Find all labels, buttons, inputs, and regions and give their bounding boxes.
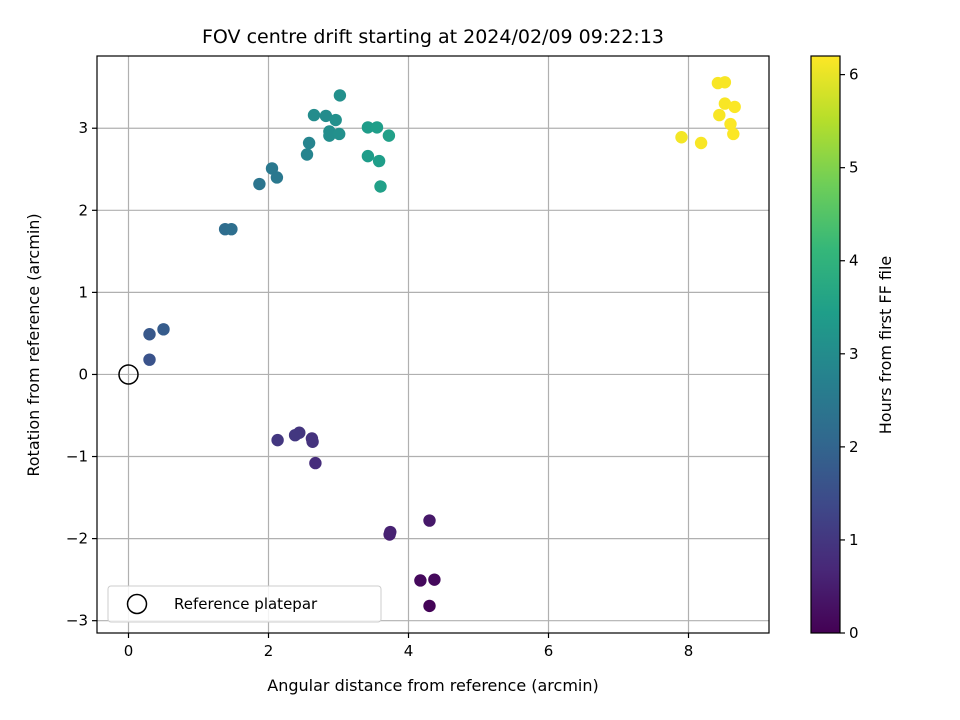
y-axis-label: Rotation from reference (arcmin) xyxy=(24,213,43,476)
data-point xyxy=(361,121,375,134)
x-tick-label: 2 xyxy=(264,642,274,660)
reference-marker-layer xyxy=(118,364,139,385)
data-point xyxy=(270,171,284,184)
data-point xyxy=(713,108,726,122)
colorbar-tick-label: 0 xyxy=(849,624,859,642)
data-point xyxy=(323,129,336,142)
colorbar-label: Hours from first FF file xyxy=(876,256,895,435)
colorbar-tick-label: 2 xyxy=(849,438,859,456)
reference-platepar-marker xyxy=(118,364,139,385)
legend-box xyxy=(107,585,382,623)
data-point xyxy=(423,514,436,527)
data-point xyxy=(694,136,708,150)
data-point xyxy=(374,180,387,193)
data-point xyxy=(428,573,441,586)
colorbar-tick-label: 5 xyxy=(849,159,859,177)
colorbar-tick-label: 6 xyxy=(849,66,859,84)
data-point xyxy=(329,113,342,127)
data-point xyxy=(143,328,156,341)
data-point xyxy=(319,109,333,123)
x-tick-label: 8 xyxy=(684,642,694,660)
x-tick-label: 0 xyxy=(124,642,134,660)
data-point xyxy=(225,222,238,236)
y-tick-label: 1 xyxy=(78,283,88,301)
data-point xyxy=(333,127,346,141)
x-axis-ticks: 0 2 4 6 8 xyxy=(124,633,694,660)
colorbar-ticks: 0 1 2 3 4 5 6 xyxy=(840,66,859,642)
plot-frame xyxy=(96,55,770,634)
data-point xyxy=(309,456,322,470)
data-point xyxy=(143,353,156,366)
data-point xyxy=(300,148,314,161)
data-point xyxy=(370,121,384,134)
data-point xyxy=(724,117,737,131)
data-point xyxy=(288,428,302,442)
colorbar xyxy=(810,55,841,634)
data-point xyxy=(382,129,396,142)
data-point xyxy=(728,100,741,114)
colorbar-tick-label: 3 xyxy=(849,345,859,363)
data-point xyxy=(361,149,375,163)
data-point xyxy=(718,97,732,110)
data-point xyxy=(384,525,397,539)
data-point xyxy=(718,76,732,89)
colorbar-tick-label: 4 xyxy=(849,252,859,270)
y-tick-label: 2 xyxy=(78,201,88,219)
data-point xyxy=(306,435,319,448)
data-point xyxy=(333,89,347,102)
y-tick-label: −2 xyxy=(66,530,88,548)
data-point xyxy=(675,131,688,144)
y-tick-label: 3 xyxy=(78,119,88,137)
data-point xyxy=(302,136,316,150)
data-point xyxy=(157,323,170,336)
chart-title: FOV centre drift starting at 2024/02/09 … xyxy=(202,26,664,48)
x-axis-label: Angular distance from reference (arcmin) xyxy=(267,676,598,695)
legend: Reference platepar xyxy=(107,585,382,623)
x-tick-label: 6 xyxy=(544,642,554,660)
data-point xyxy=(253,177,266,191)
data-point xyxy=(372,154,386,168)
data-points xyxy=(143,76,741,613)
y-tick-label: 0 xyxy=(78,365,88,383)
colorbar-tick-label: 1 xyxy=(849,531,859,549)
grid xyxy=(97,56,769,633)
data-point xyxy=(423,599,436,613)
data-point xyxy=(414,574,427,587)
y-tick-label: −3 xyxy=(66,612,88,630)
legend-label: Reference platepar xyxy=(174,595,318,613)
y-tick-label: −1 xyxy=(66,448,88,466)
data-point xyxy=(307,108,321,122)
y-axis-ticks: −3 −2 −1 0 1 2 3 xyxy=(66,119,97,630)
x-tick-label: 4 xyxy=(404,642,414,660)
data-point xyxy=(727,127,740,141)
data-point xyxy=(271,433,284,447)
legend-reference-marker xyxy=(126,593,148,615)
